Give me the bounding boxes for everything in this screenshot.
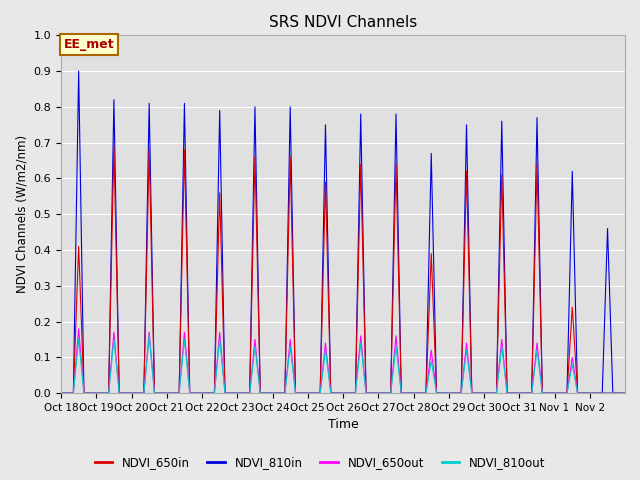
Y-axis label: NDVI Channels (W/m2/nm): NDVI Channels (W/m2/nm) [15,135,28,293]
NDVI_810out [465,369,473,374]
NDVI_810in [615,390,623,396]
NDVI_650out [75,326,83,332]
NDVI_650in [57,390,65,396]
NDVI_810out [535,363,543,369]
NDVI_650in [621,390,629,396]
NDVI_810out [57,390,65,396]
NDVI_810out [415,390,423,396]
NDVI_650in [415,390,423,396]
NDVI_810in [501,290,509,296]
Line: NDVI_810in: NDVI_810in [61,71,625,393]
NDVI_650out [501,371,509,376]
NDVI_810in [173,390,180,396]
Line: NDVI_650in: NDVI_650in [61,146,625,393]
NDVI_650in [501,310,509,316]
NDVI_810out [621,390,629,396]
NDVI_650in [615,390,623,396]
X-axis label: Time: Time [328,419,358,432]
NDVI_810in [75,68,83,74]
NDVI_650in [173,390,180,396]
NDVI_650in [465,279,473,285]
NDVI_650out [415,390,423,396]
Text: EE_met: EE_met [64,38,115,51]
Line: NDVI_810out: NDVI_810out [61,336,625,393]
Legend: NDVI_650in, NDVI_810in, NDVI_650out, NDVI_810out: NDVI_650in, NDVI_810in, NDVI_650out, NDV… [90,452,550,474]
NDVI_810in [57,390,65,396]
NDVI_810in [535,216,543,222]
NDVI_650out [465,365,473,371]
NDVI_650out [621,390,629,396]
NDVI_650out [535,359,543,364]
NDVI_810out [501,373,509,379]
Title: SRS NDVI Channels: SRS NDVI Channels [269,15,417,30]
NDVI_810in [465,256,473,262]
NDVI_650out [173,390,180,396]
NDVI_650in [110,144,118,149]
NDVI_810out [615,390,623,396]
NDVI_650in [535,245,543,251]
Line: NDVI_650out: NDVI_650out [61,329,625,393]
NDVI_650out [615,390,623,396]
NDVI_810out [173,390,180,396]
NDVI_650out [57,390,65,396]
NDVI_810out [145,333,153,339]
NDVI_810in [415,390,423,396]
NDVI_810in [621,390,629,396]
